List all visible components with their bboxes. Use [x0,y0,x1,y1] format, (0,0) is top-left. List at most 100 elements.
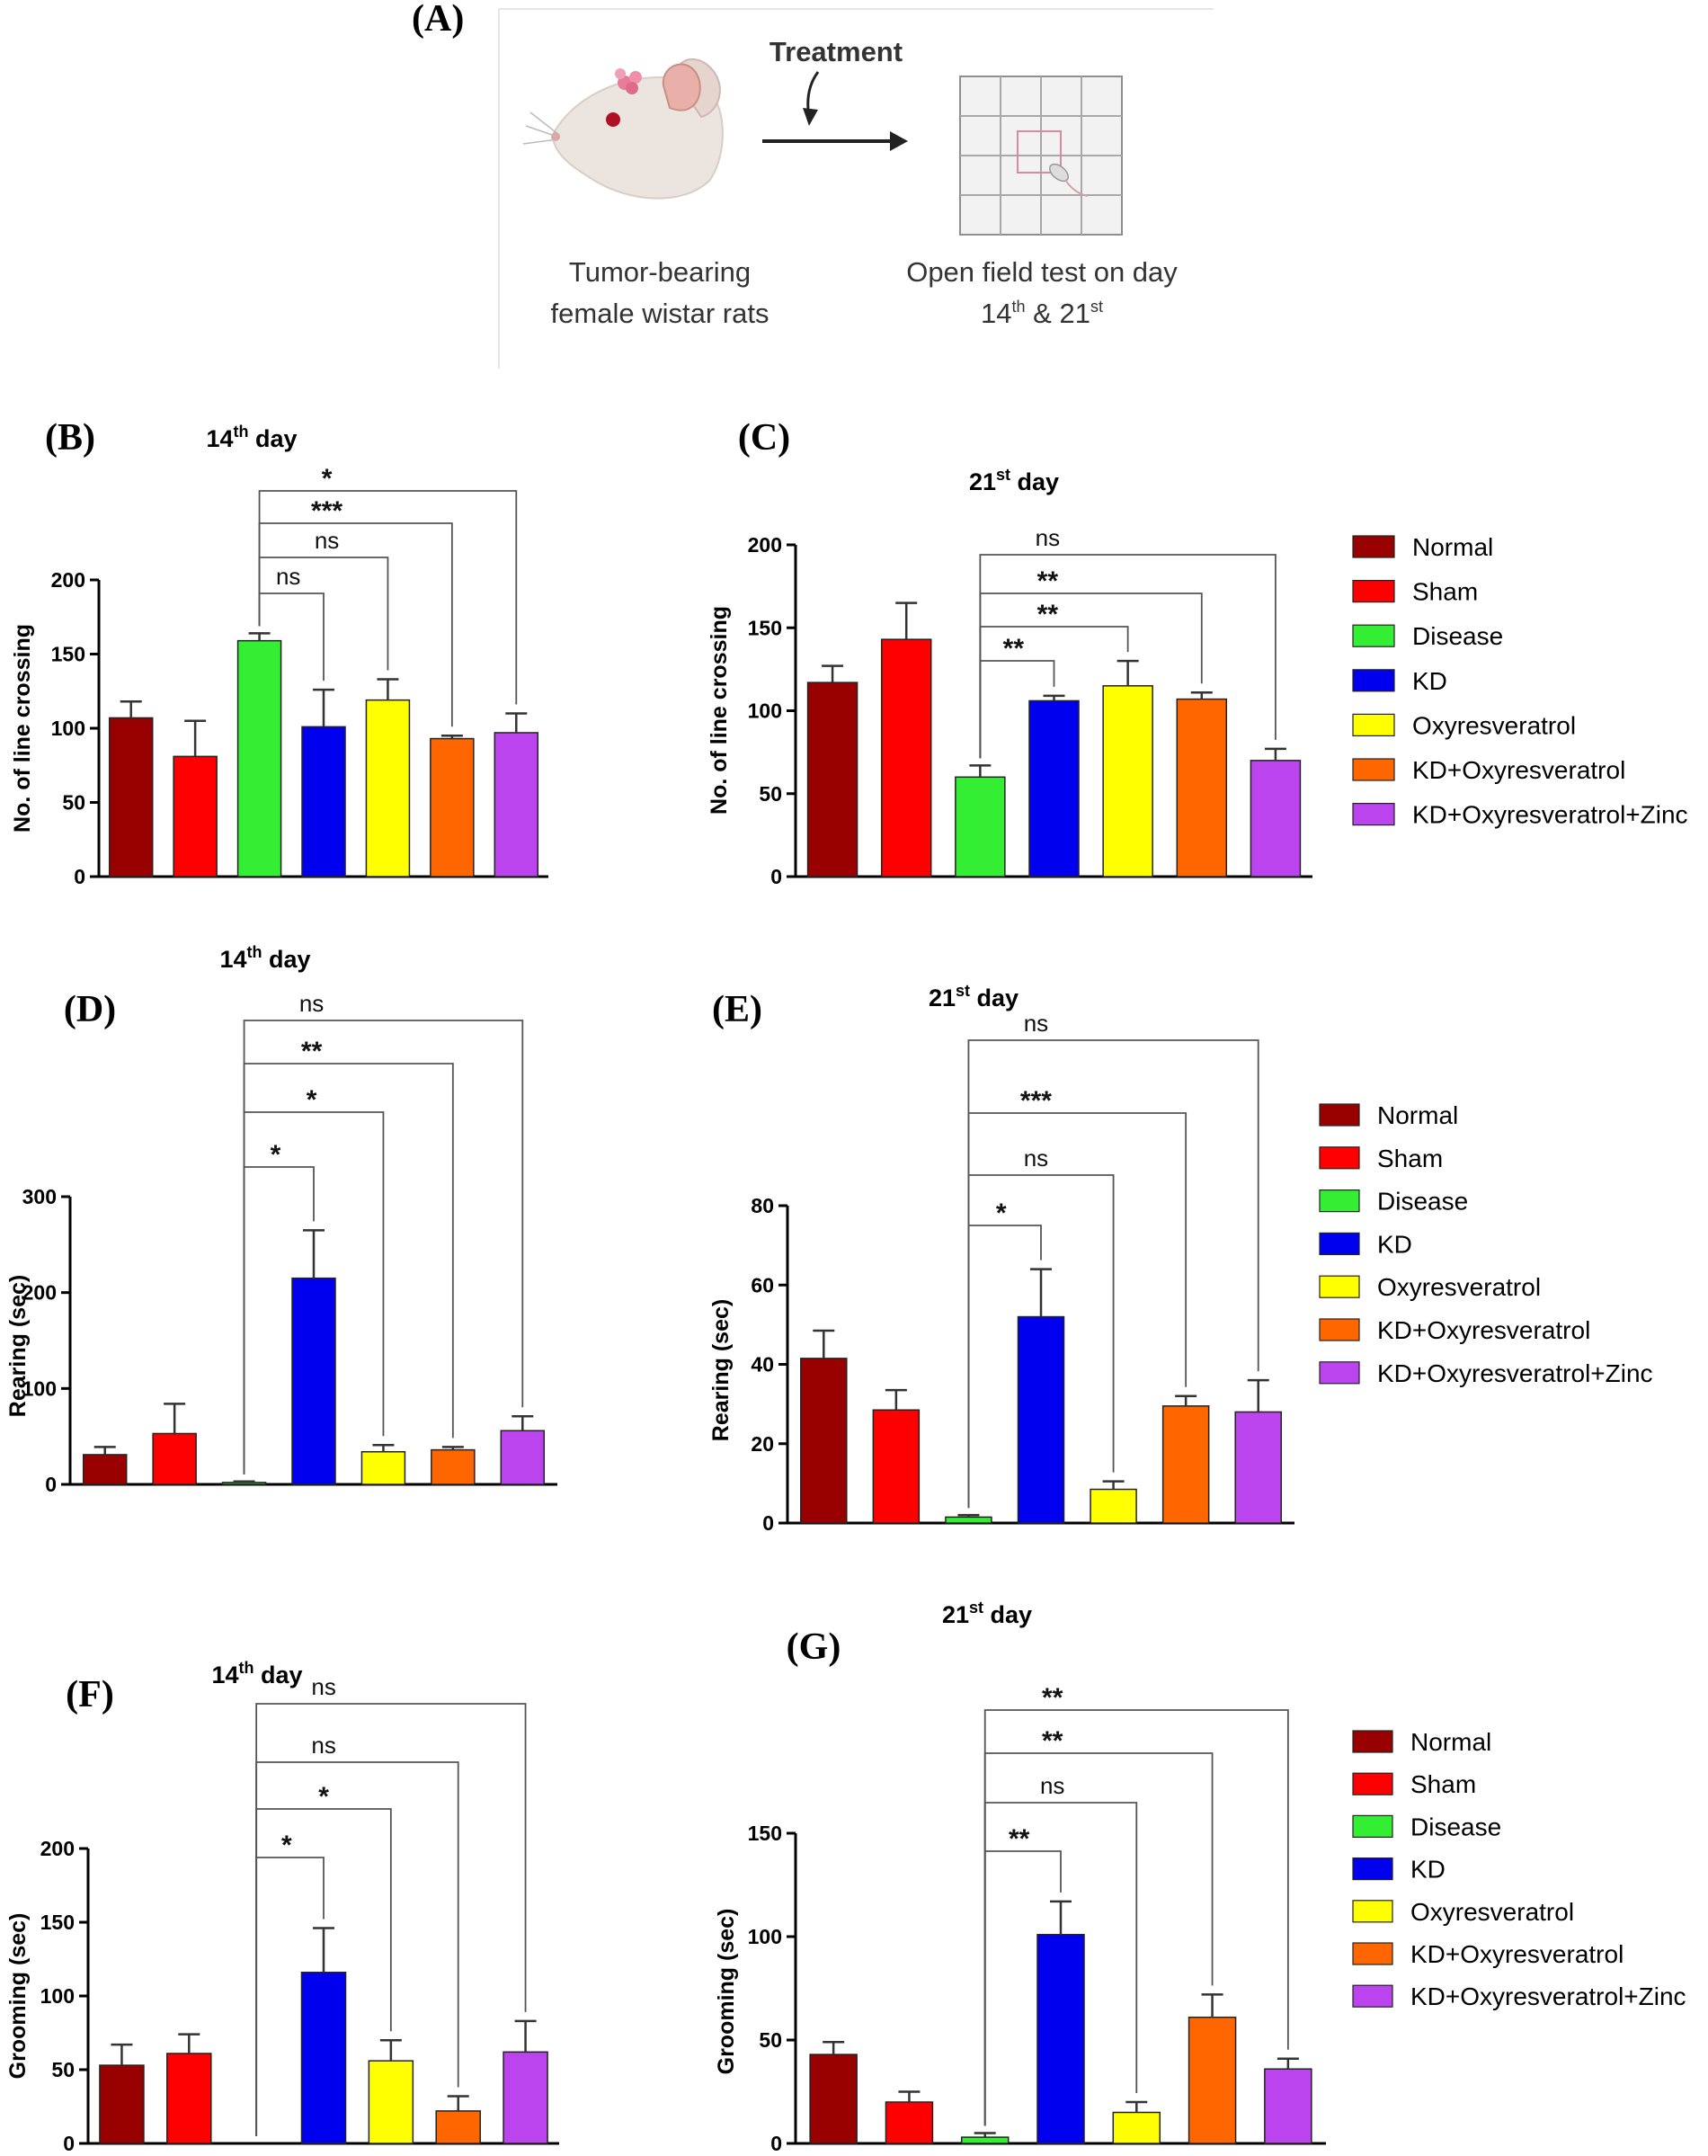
significance-label: ns [1036,524,1060,551]
right-caption-day2-sup: st [1090,298,1103,316]
significance-bracket [983,1709,1289,2126]
significance-bracket [979,592,1203,759]
legend-label: Disease [1410,1813,1501,1840]
y-axis-label: Grooming (sec) [714,1909,739,2075]
bar-sham [872,1409,921,1524]
bar-kd [300,1972,347,2144]
significance-bracket [983,1752,1214,2126]
legend-label: Oxyresveratrol [1412,711,1576,739]
legend-swatch [1352,1900,1393,1923]
bar-normal [809,2054,858,2144]
panel-label: (E) [712,989,762,1030]
bar-kd-oxyresveratrol [431,1448,476,1485]
significance-label: * [281,1831,292,1860]
legend-label: KD [1412,667,1447,695]
chart-title-sup: st [996,466,1010,484]
legend-swatch [1319,1103,1360,1127]
legend-label: Oxyresveratrol [1377,1273,1541,1301]
significance-label: ns [276,563,300,590]
bar-normal [82,1454,128,1485]
legend-label: Normal [1412,533,1493,561]
significance-label: ns [1024,1145,1048,1172]
right-caption-day1: 14 [981,298,1011,329]
y-tick-label: 100 [748,699,782,723]
bar-oxyresveratrol [365,699,411,878]
bar-kd [1017,1315,1065,1524]
y-tick-label: 0 [74,865,85,888]
y-tick-label: 40 [751,1353,774,1376]
legend-swatch [1352,1772,1393,1795]
chart-title: 21st day [969,466,1059,495]
legend-label: KD [1377,1230,1412,1258]
significance-bracket [979,554,1277,759]
significance-label: * [996,1198,1007,1228]
legend-label: KD+Oxyresveratrol+Zinc [1410,1982,1686,2010]
legend-swatch [1352,579,1395,603]
legend-swatch [1352,1984,1393,2008]
y-tick-label: 20 [751,1432,774,1456]
significance-bracket [243,1063,454,1474]
right-caption-day2: 21 [1059,298,1090,329]
bar-normal [800,1358,848,1524]
significance-label: ns [1040,1772,1064,1799]
legend-label: KD+Oxyresveratrol+Zinc [1377,1359,1653,1387]
legend-swatch [1352,624,1395,647]
bar-oxyresveratrol [368,2060,414,2144]
significance-label: * [318,1782,329,1812]
y-tick-label: 0 [45,1473,57,1496]
y-tick-label: 50 [62,791,85,815]
significance-label: ns [315,527,339,554]
panel-a-label: (A) [412,0,464,40]
bar-kd-oxyresveratrol-zinc [494,732,539,878]
chart-title: 14th day [219,943,310,973]
y-tick-label: 0 [770,2132,782,2155]
bar-oxyresveratrol [1112,2111,1161,2144]
bar-oxyresveratrol [1102,685,1153,878]
open-field-grid-icon [959,76,1123,236]
y-tick-label: 150 [40,1911,75,1934]
bar-kd-oxyresveratrol [1161,1405,1210,1524]
bar-kd-oxyresveratrol [435,2110,481,2144]
y-tick-label: 100 [51,717,85,740]
chart-title-rest: day [983,1601,1032,1628]
chart-title-sup: st [956,982,970,1000]
significance-bracket [243,1020,524,1474]
y-tick-label: 200 [51,568,85,592]
chart-title-day: 14 [206,425,233,452]
significance-bracket [258,522,453,727]
y-tick-label: 50 [759,782,782,806]
chart-title: 14th day [211,1659,302,1688]
significance-label: ** [1003,634,1025,664]
chart-title-rest: day [249,425,298,452]
bar-kd-oxyresveratrol [1188,2016,1237,2144]
right-caption-line-1: Open field test on day [906,256,1178,288]
bar-kd-oxyresveratrol [1176,698,1228,878]
y-tick-label: 150 [51,643,85,666]
bar-oxyresveratrol [360,1450,406,1485]
y-axis-label: Rearing (sec) [5,1275,31,1417]
chart-title: 21st day [929,982,1019,1011]
y-tick-label: 200 [40,1837,75,1860]
significance-label: ns [1024,1010,1048,1037]
bar-kd-oxyresveratrol-zinc [1264,2068,1312,2144]
legend-label: Sham [1377,1145,1443,1172]
legend-label: Disease [1412,622,1503,650]
significance-label: * [322,464,333,494]
bar-kd-oxyresveratrol-zinc [500,1430,546,1485]
legend-swatch [1352,535,1395,558]
panel-label: (F) [66,1674,114,1715]
y-tick-label: 200 [22,1281,57,1305]
chart-title-sup: th [234,423,249,441]
bar-normal [99,2064,145,2144]
left-caption-line-1: Tumor-bearing [569,256,751,288]
panel-b: (B) 14th day No. of line crossing 0 50 100 150… [10,417,548,888]
significance-bracket [255,1703,527,2136]
panel-f: (F) 14th day Grooming (sec) 0 50 100 150 200 * * n… [5,1659,559,2155]
left-caption-line-2: female wistar rats [551,298,769,329]
bar-disease [945,1516,992,1524]
panel-label: (G) [787,1626,841,1668]
legend-swatch [1352,1730,1393,1753]
y-tick-label: 0 [762,1511,774,1535]
legend-swatch [1319,1232,1360,1256]
significance-label: ns [311,1673,335,1700]
